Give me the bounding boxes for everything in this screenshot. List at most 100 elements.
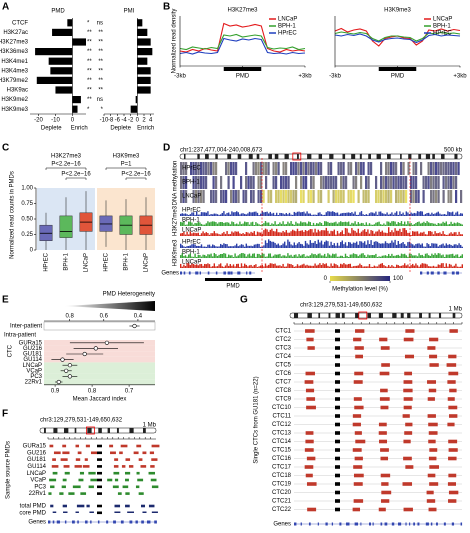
signal-bar [332, 253, 334, 258]
bar [137, 19, 143, 27]
signal-bar [237, 246, 239, 248]
signal-bar [295, 266, 297, 268]
signal-bar [218, 214, 220, 216]
signal-bar [378, 229, 380, 236]
signal-bar [440, 244, 443, 248]
signal-bar [378, 243, 380, 248]
pmd-segment [88, 471, 96, 475]
signal-bar [328, 254, 331, 258]
pmd-segment [151, 485, 159, 489]
methylation-cell [347, 190, 350, 203]
pmd-segment [121, 465, 126, 468]
methylation-cell [232, 176, 235, 189]
signal-bar [311, 229, 313, 236]
signal-bar [391, 230, 393, 236]
signal-bar [205, 223, 207, 226]
signal-bar [277, 265, 279, 268]
signal-bar [300, 212, 302, 216]
methylation-cell [427, 176, 430, 189]
signal-bar [392, 242, 395, 248]
signal-bar [341, 230, 343, 236]
signal-bar [458, 214, 460, 216]
signal-bar [304, 230, 307, 236]
methylation-cell [245, 190, 248, 203]
signal-bar [236, 256, 238, 258]
signal-bar [223, 266, 225, 268]
signal-bar [309, 255, 311, 258]
signal-bar [309, 240, 311, 248]
signal-bar [255, 264, 257, 268]
pmd-segment [128, 465, 134, 468]
signal-bar [450, 232, 452, 236]
signal-bar [314, 241, 316, 248]
signal-bar [418, 233, 420, 236]
signal-bar [218, 264, 220, 268]
x-tick-label: PMD [391, 74, 405, 80]
signal-bar [391, 253, 393, 258]
signal-bar [452, 245, 454, 248]
track-group-label: DNA methylation [173, 161, 179, 206]
signal-bar [402, 223, 404, 226]
signal-bar [376, 241, 379, 248]
methylation-cell [185, 190, 188, 203]
signal-bar [343, 244, 345, 248]
signal-bar [255, 244, 257, 248]
signal-bar [352, 213, 355, 216]
signal-bar [376, 231, 379, 236]
signal-bar [418, 253, 420, 258]
pmd-segment [404, 354, 415, 359]
signal-bar [332, 245, 334, 248]
row-label: total PMD [20, 504, 47, 510]
signal-bar [434, 213, 436, 216]
signal-bar [333, 212, 335, 216]
signal-bar [276, 228, 278, 236]
signal-bar [450, 212, 452, 216]
y-label: Normalized read density [172, 9, 178, 74]
pmd-segment [355, 439, 366, 444]
row-label: CTC21 [272, 499, 292, 505]
category-label: CTCF [12, 20, 28, 26]
signal-bar [199, 222, 201, 226]
bar [137, 67, 151, 75]
signal-bar [404, 244, 406, 248]
signal-bar [447, 266, 449, 268]
signal-bar [311, 253, 313, 258]
methylation-cell [367, 190, 370, 203]
signal-bar [256, 266, 259, 268]
pmd-segment [353, 397, 362, 401]
signal-bar [284, 266, 286, 268]
signal-bar [453, 214, 455, 216]
signal-bar [368, 255, 371, 258]
signal-bar [461, 234, 463, 236]
gene [246, 271, 248, 275]
signal-bar [213, 231, 215, 236]
row-label: CTC10 [272, 405, 292, 411]
methylation-cell [250, 190, 253, 203]
signal-bar [383, 232, 385, 236]
signal-bar [410, 265, 412, 268]
signal-bar [416, 211, 419, 216]
category-label: H3K27ac [3, 30, 28, 36]
signal-bar [320, 230, 323, 236]
methylation-cell [255, 162, 258, 175]
signal-bar [336, 265, 339, 268]
pmd-segment [75, 511, 79, 513]
signal-bar [349, 212, 351, 216]
legend-label: BPH-1 [433, 24, 451, 30]
pmd-segment [72, 485, 81, 489]
signal-bar [308, 221, 310, 226]
signal-bar [288, 255, 291, 258]
methylation-cell [392, 176, 395, 189]
methylation-cell [230, 162, 233, 175]
row-label: LNCaP [27, 471, 46, 477]
signal-bar [247, 213, 249, 216]
signal-bar [340, 263, 342, 268]
signal-bar [368, 264, 371, 268]
signal-bar [428, 231, 430, 236]
p-value: P<2.2e−16 [121, 172, 151, 178]
signal-bar [244, 234, 246, 236]
methylation-cell [292, 162, 295, 175]
pmd-segment [110, 451, 116, 455]
signal-bar [216, 246, 219, 248]
methylation-cell [432, 190, 435, 203]
